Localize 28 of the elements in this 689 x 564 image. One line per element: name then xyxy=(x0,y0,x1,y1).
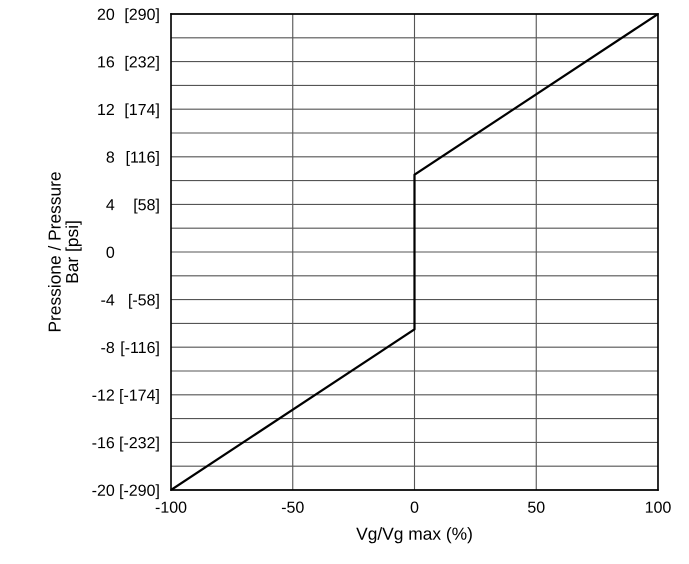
y2-tick-label: [290] xyxy=(126,8,159,24)
y2-tick-label: [232] xyxy=(126,56,159,71)
y2-tick-label: [-58] xyxy=(129,294,159,309)
y2-tick-label: [58] xyxy=(134,198,159,214)
y2-tick-label: [-116] xyxy=(121,341,159,356)
y-axis-title: Pressione / Pressure Bar [psi] xyxy=(48,172,82,332)
y-tick-label: -12 xyxy=(92,389,114,401)
y2-tick-label: [116] xyxy=(126,151,159,166)
y-tick-label: 16 xyxy=(98,56,114,68)
y-tick-label: -4 xyxy=(101,294,114,306)
y2-tick-label: [-232] xyxy=(120,436,159,452)
x-tick-label: 0 xyxy=(410,502,418,513)
y2-tick-label: [-174] xyxy=(120,389,159,404)
y-tick-label: 20 xyxy=(98,8,114,20)
x-tick-label: 50 xyxy=(528,502,545,513)
x-tick-label: -100 xyxy=(156,502,186,513)
y-tick-label: 0 xyxy=(106,246,114,258)
y-tick-label: 12 xyxy=(98,104,114,115)
y-tick-label: -8 xyxy=(101,342,114,354)
y-tick-label: -16 xyxy=(92,437,114,448)
y-tick-label: 8 xyxy=(106,151,114,163)
y-tick-label: 4 xyxy=(106,199,114,210)
x-tick-label: 100 xyxy=(646,502,671,513)
y2-tick-label: [-290] xyxy=(120,484,159,500)
y-tick-label: -20 xyxy=(92,484,114,496)
x-axis-title: Vg/Vg max (%) xyxy=(356,527,472,544)
y2-tick-label: [174] xyxy=(126,103,159,118)
x-tick-label: -50 xyxy=(282,502,304,513)
